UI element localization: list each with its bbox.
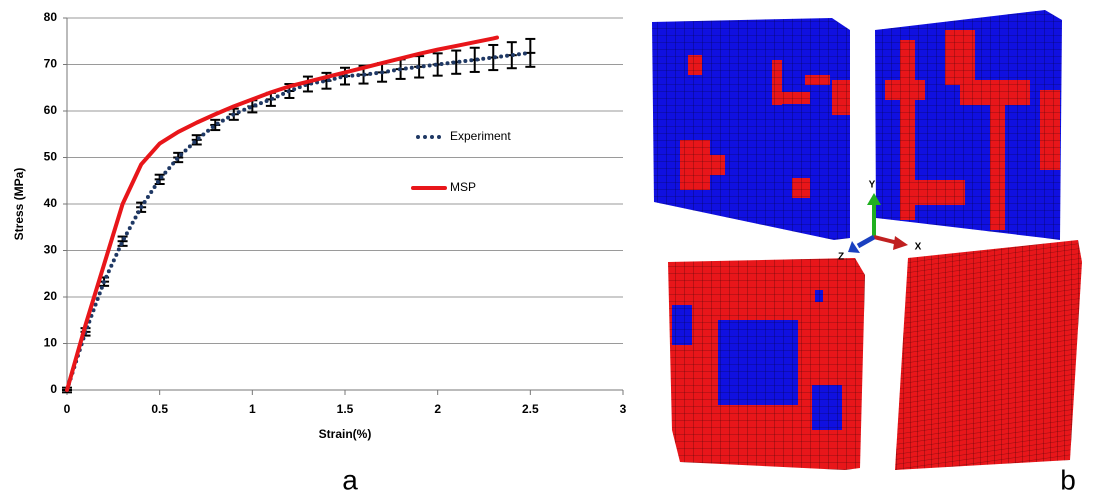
series-line [67, 38, 497, 390]
y-tick-label: 50 [44, 150, 58, 164]
y-tick-label: 60 [44, 103, 58, 117]
axis-label: X [915, 242, 922, 253]
figure: 0 10 20 30 40 50 60 70 80 0 0.5 1 1.5 2 2.5 3 Strain(%) S… [0, 0, 1108, 497]
axis-label: Z [838, 252, 844, 263]
legend-label: MSP [450, 180, 476, 194]
series-line [67, 53, 530, 390]
y-axis-label: Stress (MPa) [12, 168, 26, 241]
error-bar [525, 39, 535, 67]
y-tick-label: 20 [44, 289, 58, 303]
mesh-bottom-right [895, 240, 1082, 470]
panel-label: b [1060, 464, 1076, 495]
x-tick-label: 3 [620, 402, 627, 416]
y-tick-label: 70 [44, 57, 58, 71]
y-tick-label: 80 [44, 10, 58, 24]
chart: 0 10 20 30 40 50 60 70 80 0 0.5 1 1.5 2 2.5 3 Strain(%) S… [12, 10, 626, 441]
x-tick-label: 0 [64, 402, 71, 416]
y-tick-label: 10 [44, 336, 58, 350]
y-tick-label: 30 [44, 243, 58, 257]
x-tick-label: 0.5 [151, 402, 168, 416]
y-tick-label: 0 [50, 382, 57, 396]
x-tick-label: 2 [434, 402, 441, 416]
x-tick-label: 2.5 [522, 402, 539, 416]
legend-label: Experiment [450, 129, 511, 143]
mesh-top-right [875, 10, 1062, 240]
axis-label: Y [869, 180, 876, 191]
x-axis-label: Strain(%) [319, 427, 372, 441]
mesh-bottom-left [668, 258, 865, 470]
panel-label: a [342, 464, 358, 495]
x-tick-label: 1.5 [337, 402, 354, 416]
mesh-top-left [652, 18, 850, 240]
y-tick-label: 40 [44, 196, 58, 210]
x-tick-label: 1 [249, 402, 256, 416]
